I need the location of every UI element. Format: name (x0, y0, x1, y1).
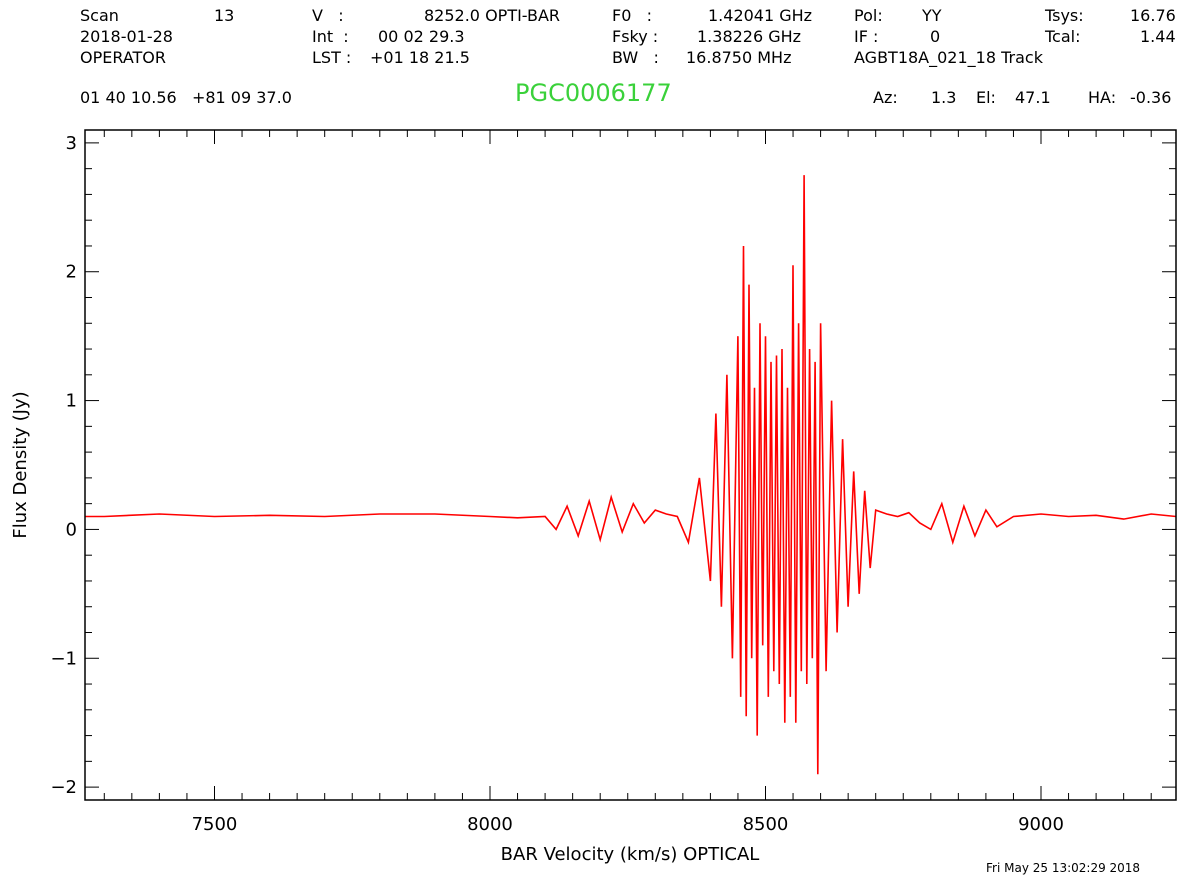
scan-label: Scan (80, 6, 119, 25)
bw-label: BW : (612, 48, 659, 67)
y-tick-label: 1 (66, 391, 77, 412)
az-value: 1.3 (931, 88, 957, 107)
f0-value: 1.42041 GHz (708, 6, 813, 25)
pol-value: YY (922, 6, 942, 25)
int-label: Int : (312, 27, 349, 46)
plot-area (85, 175, 1177, 775)
y-tick-label: 2 (66, 262, 77, 283)
f0-label: F0 : (612, 6, 653, 25)
int-value: 00 02 29.3 (378, 27, 465, 46)
el-label: El: (976, 88, 996, 107)
plot-frame (84, 129, 1177, 801)
velocity-value: 8252.0 OPTI-BAR (424, 6, 561, 25)
spectrum-line (85, 175, 1177, 775)
el-value: 47.1 (1015, 88, 1051, 107)
obs-date: 2018-01-28 (80, 27, 173, 46)
if-label: IF : (854, 27, 879, 46)
x-tick-label: 7500 (192, 814, 238, 835)
observer-name: OPERATOR (80, 48, 167, 67)
y-axis-label: Flux Density (Jy) (10, 391, 31, 538)
tcal-value: 1.44 (1140, 27, 1176, 46)
plot-timestamp: Fri May 25 13:02:29 2018 (986, 861, 1141, 875)
scan-value: 13 (214, 6, 235, 25)
x-axis-label: BAR Velocity (km/s) OPTICAL (501, 844, 760, 865)
bw-value: 16.8750 MHz (686, 48, 792, 67)
fsky-label: Fsky : (612, 27, 659, 46)
tsys-value: 16.76 (1130, 6, 1176, 25)
y-tick-label: 3 (66, 133, 77, 154)
az-label: Az: (873, 88, 898, 107)
object-name: PGC0006177 (515, 79, 672, 107)
pol-label: Pol: (854, 6, 883, 25)
x-tick-label: 9000 (1018, 814, 1064, 835)
x-tick-label: 8000 (467, 814, 513, 835)
axis-tick-labels: 7500 8000 8500 9000 −2 −1 0 1 2 3 (50, 133, 1063, 835)
tsys-label: Tsys: (1045, 6, 1084, 25)
velocity-label: V : (312, 6, 344, 25)
source-coordinates: 01 40 10.56 +81 09 37.0 (80, 88, 292, 107)
axis-ticks (85, 130, 1176, 800)
project-id: AGBT18A_021_18 Track (854, 48, 1043, 67)
ha-label: HA: (1088, 88, 1117, 107)
y-tick-label: −1 (50, 648, 77, 669)
lst-value: +01 18 21.5 (370, 48, 470, 67)
y-tick-label: −2 (50, 777, 77, 798)
x-tick-label: 8500 (743, 814, 789, 835)
fsky-value: 1.38226 GHz (697, 27, 802, 46)
lst-label: LST : (312, 48, 352, 67)
ha-value: -0.36 (1130, 88, 1172, 107)
y-tick-label: 0 (66, 519, 77, 540)
tcal-label: Tcal: (1045, 27, 1081, 46)
if-value: 0 (930, 27, 941, 46)
